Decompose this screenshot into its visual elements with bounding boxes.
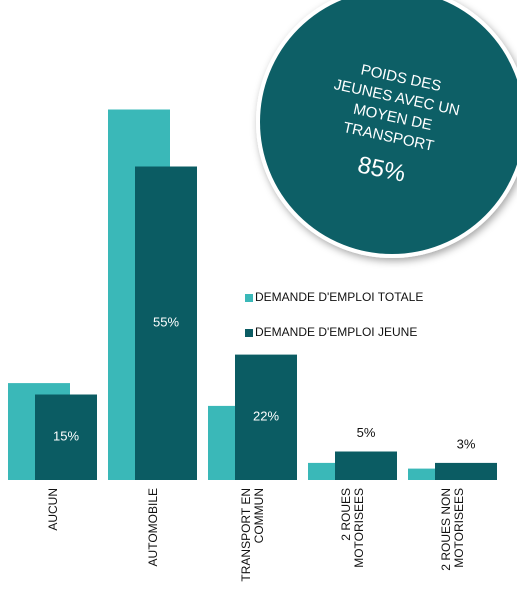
data-label: 55% bbox=[153, 315, 179, 330]
bar bbox=[435, 462, 497, 480]
data-label: 5% bbox=[357, 425, 376, 440]
x-tick-label: AUCUN bbox=[45, 488, 60, 531]
data-label: 22% bbox=[253, 409, 279, 424]
bubble bbox=[256, 0, 517, 258]
data-label: 3% bbox=[457, 436, 476, 451]
x-tick-label: 2 ROUES MOTORISEES bbox=[339, 488, 366, 568]
x-tick-label: TRANSPORT EN COMMUN bbox=[239, 488, 266, 582]
bar bbox=[335, 451, 397, 480]
legend-swatch bbox=[245, 329, 253, 337]
legend-label: DEMANDE D'EMPLOI TOTALE bbox=[255, 290, 423, 304]
bar bbox=[135, 166, 197, 480]
x-tick-label: 2 ROUES NON MOTORISEES bbox=[439, 488, 466, 571]
bar bbox=[235, 354, 297, 480]
legend-swatch bbox=[245, 294, 253, 302]
bar bbox=[35, 394, 97, 480]
legend-label: DEMANDE D'EMPLOI JEUNE bbox=[255, 325, 417, 339]
x-tick-label: AUTOMOBILE bbox=[145, 488, 160, 567]
data-label: 15% bbox=[53, 429, 79, 444]
